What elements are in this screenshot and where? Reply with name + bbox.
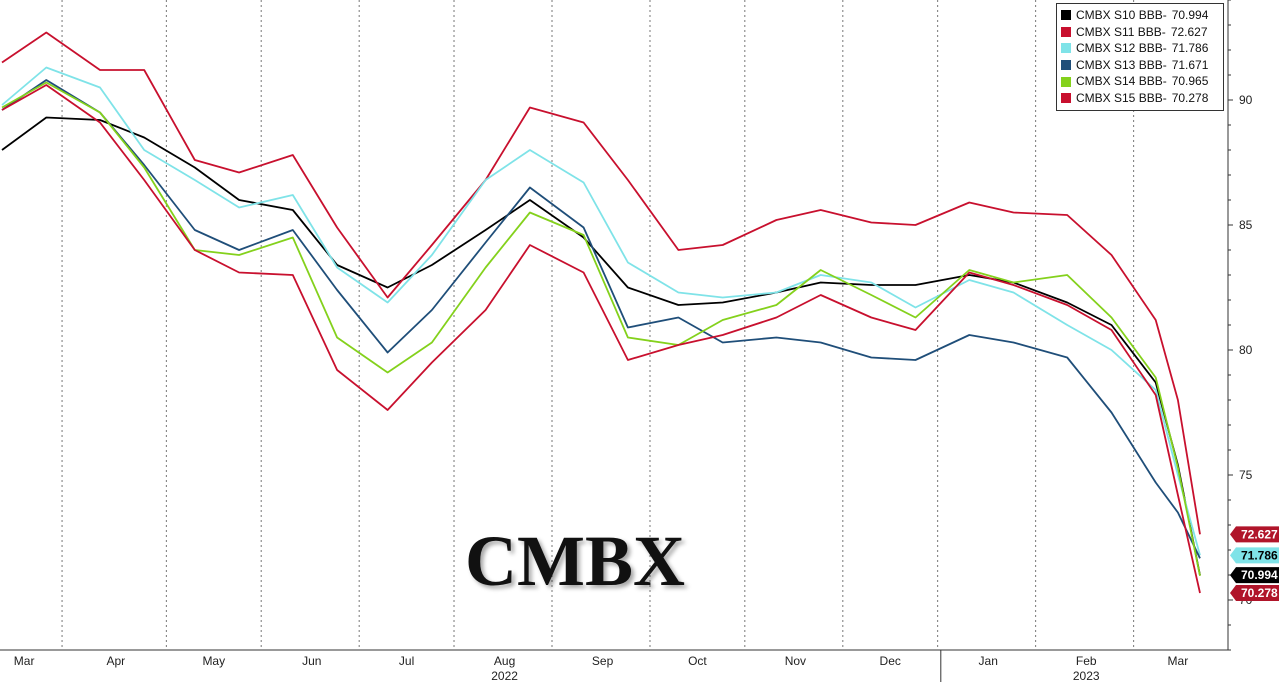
legend-item: CMBX S10 BBB- 70.994 (1061, 7, 1219, 24)
badge-background (1230, 567, 1279, 584)
legend-label: CMBX S11 BBB- (1076, 24, 1166, 39)
x-tick-label: Jun (302, 654, 321, 668)
legend-label: CMBX S15 BBB- (1076, 90, 1167, 105)
badge-value: 70.994 (1241, 568, 1278, 582)
badge-value: 71.786 (1241, 548, 1278, 562)
badge-background (1230, 526, 1279, 543)
x-tick-label: Aug (494, 654, 515, 668)
badge-value: 72.627 (1241, 527, 1278, 541)
series-line (1, 66, 1201, 556)
series-line (1, 116, 1201, 576)
x-tick-label: Dec (880, 654, 901, 668)
series-line (1, 31, 1201, 535)
legend-item: CMBX S13 BBB- 71.671 (1061, 57, 1219, 74)
legend-swatch (1061, 26, 1071, 37)
legend-label: CMBX S14 BBB- (1076, 74, 1167, 89)
end-value-badge: 70.994 (1230, 567, 1279, 584)
legend-value: 70.994 (1171, 8, 1209, 22)
end-value-badge: 71.786 (1230, 547, 1279, 564)
badge-background (1230, 547, 1279, 564)
end-value-badges: 72.627 71.786 70.994 70.278 (1230, 526, 1279, 602)
legend: CMBX S10 BBB- 70.994 CMBX S11 BBB- 72.627 CM… (1056, 3, 1224, 111)
legend-value: 70.965 (1171, 74, 1209, 89)
y-tick-label: 85 (1239, 218, 1253, 232)
legend-swatch (1061, 60, 1071, 71)
x-tick-label: Apr (106, 654, 125, 668)
series-lines (1, 31, 1201, 594)
legend-value: 71.671 (1171, 57, 1209, 72)
legend-label: CMBX S10 BBB- (1076, 8, 1167, 22)
x-tick-label: Mar (1168, 654, 1189, 668)
legend-item: CMBX S15 BBB- 70.278 (1061, 90, 1219, 107)
x-tick-label: Feb (1076, 654, 1097, 668)
x-tick-label: Nov (785, 654, 806, 668)
series-line (1, 84, 1201, 594)
badge-value: 70.278 (1241, 586, 1278, 600)
legend-swatch (1061, 10, 1071, 21)
legend-value: 70.278 (1171, 90, 1209, 105)
legend-item: CMBX S12 BBB- 71.786 (1061, 40, 1219, 57)
badge-background (1230, 585, 1279, 602)
chart-watermark: CMBX (465, 521, 685, 601)
legend-label: CMBX S13 BBB- (1076, 57, 1167, 72)
y-tick-label: 75 (1239, 468, 1253, 482)
x-year-label: 2023 (1073, 669, 1100, 682)
x-tick-label: Oct (688, 654, 707, 668)
grid-lines (61, 0, 1135, 650)
legend-item: CMBX S11 BBB- 72.627 (1061, 24, 1219, 41)
y-tick-label: 90 (1239, 93, 1253, 107)
x-year-label: 2022 (491, 669, 518, 682)
legend-label: CMBX S12 BBB- (1076, 41, 1167, 56)
legend-value: 72.627 (1170, 24, 1208, 39)
end-value-badge: 70.278 (1230, 585, 1279, 602)
legend-value: 71.786 (1171, 41, 1209, 56)
legend-swatch (1061, 93, 1071, 104)
y-tick-label: 80 (1239, 343, 1253, 357)
x-tick-label: Sep (592, 654, 614, 668)
x-tick-label: Jul (399, 654, 414, 668)
legend-swatch (1061, 76, 1071, 87)
legend-item: CMBX S14 BBB- 70.965 (1061, 73, 1219, 90)
x-tick-label: May (202, 654, 225, 668)
end-value-badge: 72.627 (1230, 526, 1279, 543)
series-line (1, 79, 1201, 559)
legend-swatch (1061, 43, 1071, 54)
x-tick-label: Jan (979, 654, 998, 668)
series-line (1, 81, 1201, 576)
x-tick-label: Mar (14, 654, 35, 668)
